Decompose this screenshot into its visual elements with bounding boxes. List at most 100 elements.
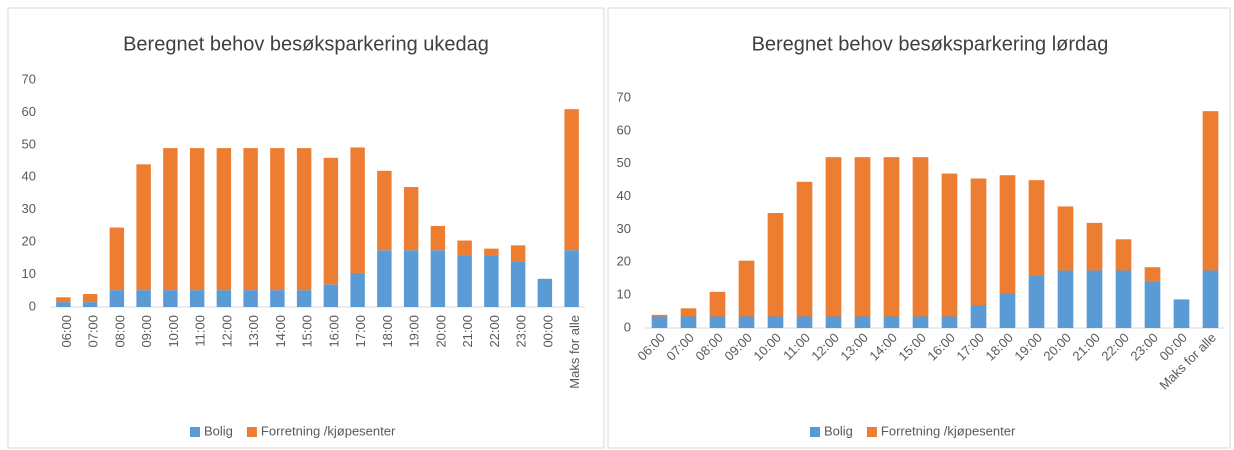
x-tick-label: 07:00 (663, 330, 697, 364)
bar-segment (651, 316, 668, 328)
chart-title: Beregnet behov besøksparkering ukedag (123, 33, 489, 55)
x-tick-label: 12:00 (808, 330, 842, 364)
y-tick-label: 60 (617, 122, 631, 137)
x-tick-label: 21:00 (1069, 330, 1103, 364)
bar-segment (1144, 282, 1161, 328)
x-tick-label: 14:00 (273, 315, 288, 348)
legend-swatch (246, 427, 257, 437)
x-tick-label: 17:00 (953, 330, 987, 364)
bar-segment (1057, 206, 1074, 271)
bar-segment (767, 316, 784, 328)
bar-segment (1173, 299, 1190, 328)
bar-segment (430, 225, 446, 251)
x-tick-label: 21:00 (460, 315, 475, 348)
y-tick-label: 30 (22, 201, 36, 216)
bar-segment (970, 178, 987, 305)
bar-segment (1202, 270, 1219, 328)
bar-segment (189, 148, 205, 291)
bar-segment (767, 213, 784, 317)
x-tick-label: 13:00 (837, 330, 871, 364)
bar-segment (883, 316, 900, 328)
bar-segment (854, 157, 871, 317)
y-tick-label: 30 (617, 221, 631, 236)
bar-segment (1086, 222, 1103, 271)
x-tick-label: 08:00 (112, 315, 127, 348)
bar-segment (825, 316, 842, 328)
x-tick-label: 07:00 (86, 315, 101, 348)
bar-segment (296, 148, 312, 291)
legend-label: Bolig (204, 423, 233, 438)
bar-segment (457, 255, 472, 307)
bar-segment (1144, 267, 1161, 282)
y-tick-label: 10 (617, 287, 631, 302)
bar-segment (1028, 275, 1045, 328)
bar-segment (510, 245, 526, 262)
bar-segment (56, 302, 71, 307)
bar-segment (510, 261, 526, 307)
bar-segment (825, 157, 842, 317)
x-tick-label: 10:00 (750, 330, 784, 364)
bar-segment (377, 170, 392, 251)
bar-segment (999, 293, 1016, 328)
x-tick-label: 00:00 (540, 315, 555, 348)
legend-swatch (190, 427, 200, 437)
legend-label: Bolig (824, 423, 853, 438)
bar-segment (941, 173, 958, 317)
y-tick-label: 10 (22, 266, 36, 281)
bar-segment (270, 148, 285, 291)
x-tick-label: 18:00 (380, 315, 395, 348)
x-tick-label: 22:00 (1098, 330, 1132, 364)
legend-swatch (810, 427, 820, 437)
x-tick-label: 19:00 (407, 315, 422, 348)
x-tick-label: 06:00 (634, 330, 668, 364)
bar-segment (82, 294, 98, 303)
y-tick-label: 0 (624, 319, 631, 334)
bar-segment (1115, 239, 1132, 271)
x-tick-label: 17:00 (353, 315, 368, 348)
bar-segment (243, 290, 258, 307)
x-tick-label: 14:00 (866, 330, 900, 364)
bar-segment (1115, 270, 1132, 328)
y-tick-label: 0 (29, 298, 36, 313)
x-tick-label: 20:00 (1040, 330, 1074, 364)
bar-segment (82, 302, 98, 307)
bar-segment (323, 284, 339, 307)
x-tick-label: 11:00 (193, 315, 208, 347)
bar-segment (564, 250, 579, 307)
bar-segment (537, 278, 553, 307)
bar-segment (1202, 111, 1219, 271)
bar-segment (56, 297, 71, 303)
bar-segment (738, 260, 755, 317)
bar-segment (651, 314, 668, 317)
y-tick-label: 70 (22, 71, 36, 86)
panel (607, 7, 1231, 449)
bar-segment (564, 109, 579, 251)
bar-segment (430, 250, 446, 307)
panel (7, 7, 605, 449)
bar-segment (243, 148, 258, 291)
y-tick-label: 50 (22, 136, 36, 151)
x-tick-label: 23:00 (514, 315, 529, 348)
bar-segment (1057, 270, 1074, 328)
x-tick-label: 08:00 (692, 330, 726, 364)
bar-segment (136, 164, 151, 291)
y-tick-label: 40 (22, 169, 36, 184)
bar-segment (680, 316, 697, 328)
x-tick-label: 22:00 (487, 315, 502, 348)
bar-segment (484, 255, 499, 307)
bar-segment (350, 272, 365, 307)
bar-segment (109, 290, 125, 307)
bar-segment (883, 157, 900, 317)
bar-segment (189, 290, 205, 307)
x-tick-label: 18:00 (982, 330, 1016, 364)
bar-segment (709, 316, 726, 328)
x-tick-label: 16:00 (326, 315, 341, 348)
bar-segment (163, 290, 178, 307)
bar-segment (270, 290, 285, 307)
x-tick-label: 11:00 (780, 330, 813, 363)
bar-segment (912, 316, 929, 328)
x-tick-label: 15:00 (300, 315, 315, 348)
y-tick-label: 40 (617, 188, 631, 203)
x-tick-label: 06:00 (59, 315, 74, 348)
bar-segment (403, 187, 419, 251)
